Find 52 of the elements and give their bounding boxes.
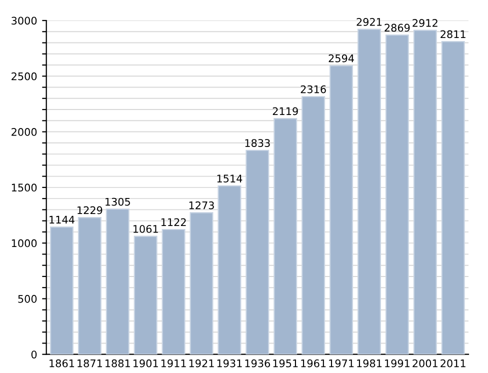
x-tick-label: 1971 [329,359,354,368]
x-tick-label: 1911 [161,359,186,368]
bar [134,236,158,354]
data-label: 2869 [384,24,410,32]
bar [50,226,74,354]
data-label: 1833 [245,139,270,147]
bar [302,96,326,354]
data-label: 2316 [300,85,326,94]
y-tick-label: 3000 [12,16,37,25]
bar [358,28,381,354]
x-tick-label: 1991 [385,359,410,368]
x-tick-label: 1981 [357,359,382,368]
data-label: 2119 [272,107,298,116]
bar [330,65,354,354]
bar [78,217,102,354]
data-label: 1122 [161,218,186,226]
bar [246,150,270,354]
data-label: 1514 [217,174,242,182]
bar [413,30,437,354]
data-label: 1144 [50,216,74,224]
bar [162,228,186,354]
data-label: 2594 [328,54,354,62]
x-tick-label: 1961 [301,359,326,368]
data-label: 1305 [106,198,130,206]
x-tick-label: 1936 [245,359,270,368]
bar [106,208,130,354]
x-tick-label: 1861 [50,359,74,368]
data-label: 1229 [78,206,102,214]
bar [218,185,242,354]
bar [441,40,465,354]
x-tick-label: 1921 [189,359,214,368]
data-label: 1061 [133,224,158,233]
bar [190,212,214,354]
data-label: 2921 [356,18,382,26]
bar [385,34,409,354]
data-label: 2912 [412,19,438,27]
y-tick-label: 0 [31,350,37,358]
bar [274,118,298,354]
data-label: 2811 [440,30,466,38]
y-tick-label: 1000 [12,239,37,248]
y-tick-label: 500 [18,294,37,303]
x-tick-label: 1871 [78,359,102,368]
y-tick-label: 2000 [12,128,37,136]
x-tick-label: 1901 [133,359,158,368]
data-label: 1273 [189,201,214,210]
x-tick-label: 1951 [273,359,298,368]
x-tick-label: 2011 [440,359,466,368]
y-tick-label: 1500 [12,184,37,192]
x-tick-label: 1931 [217,359,242,368]
y-tick-label: 2500 [12,72,37,80]
x-tick-label: 1881 [106,359,130,368]
x-tick-label: 2001 [412,359,438,368]
